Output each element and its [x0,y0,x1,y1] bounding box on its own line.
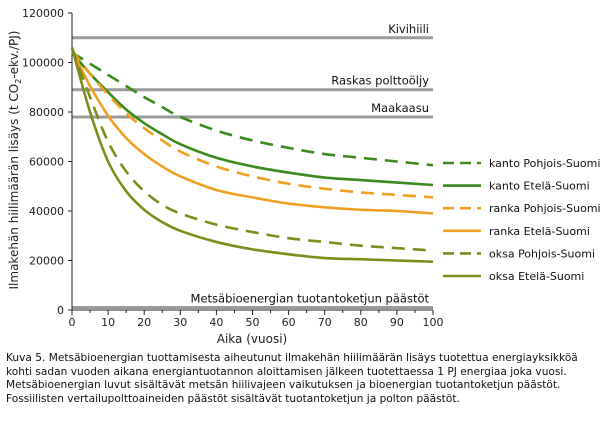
x-axis-title: Aika (vuosi) [217,332,287,346]
y-tick-label-3: 60000 [29,156,64,169]
x-tick-label-6: 60 [282,316,296,329]
legend-label-2: ranka Pohjois-Suomi [489,202,601,215]
carbon-increase-line-chart: 0 20000 40000 60000 80000 100000 120000 0 10 20 30… [7,7,601,346]
reference-label-1: Raskas polttoöljy [331,74,429,88]
x-tick-label-9: 90 [390,316,404,329]
x-tick-label-8: 80 [354,316,368,329]
y-tick-label-5: 100000 [22,57,64,70]
y-axis-title-subscript: 2 [14,79,23,84]
figure-caption: Kuva 5. Metsäbioenergian tuottamisesta a… [6,352,578,405]
legend-label-1: kanto Etelä-Suomi [489,180,590,193]
y-tick-label-2: 40000 [29,205,64,218]
series-line-5 [70,47,434,264]
series-line-0 [71,51,434,167]
legend-label-4: oksa Pohjois-Suomi [489,247,595,260]
series-line-2 [70,49,434,199]
x-tick-label-1: 10 [101,316,115,329]
x-tick-label-7: 70 [318,316,332,329]
legend-label-5: oksa Etelä-Suomi [489,270,584,283]
series-line-4 [70,47,434,252]
reference-label-3: Metsäbioenergian tuotantoketjun päästöt [191,292,430,306]
y-axis-title-end: -ekv./PJ) [7,31,21,79]
reference-labels: Kivihiili Raskas polttoöljy Maakaasu Metsäb… [191,22,430,306]
x-tick-label-4: 40 [209,316,223,329]
reference-label-0: Kivihiili [388,22,429,36]
legend-label-0: kanto Pohjois-Suomi [489,157,600,170]
y-tick-label-4: 80000 [29,106,64,119]
y-tick-label-6: 120000 [22,7,64,20]
y-axis-title-main: Ilmakehän hiilimäärän lisäys (t CO [7,84,21,290]
x-tick-label-2: 20 [137,316,151,329]
x-tick-label-3: 30 [173,316,187,329]
legend: kanto Pohjois-Suomi kanto Etelä-Suomi rank… [443,157,601,283]
legend-label-3: ranka Etelä-Suomi [489,225,590,238]
y-tick-label-1: 20000 [29,255,64,268]
reference-label-2: Maakaasu [371,101,429,115]
x-tick-label-10: 100 [423,316,444,329]
axes: 0 20000 40000 60000 80000 100000 120000 0 10 20 30… [22,7,444,329]
x-tick-label-0: 0 [69,316,76,329]
y-axis-title: Ilmakehän hiilimäärän lisäys (t CO2-ekv.… [7,31,23,290]
series-line-1 [71,51,434,187]
series-line-3 [70,49,434,215]
x-tick-label-5: 50 [246,316,260,329]
y-tick-label-0: 0 [57,304,64,317]
series-lines [70,47,434,264]
